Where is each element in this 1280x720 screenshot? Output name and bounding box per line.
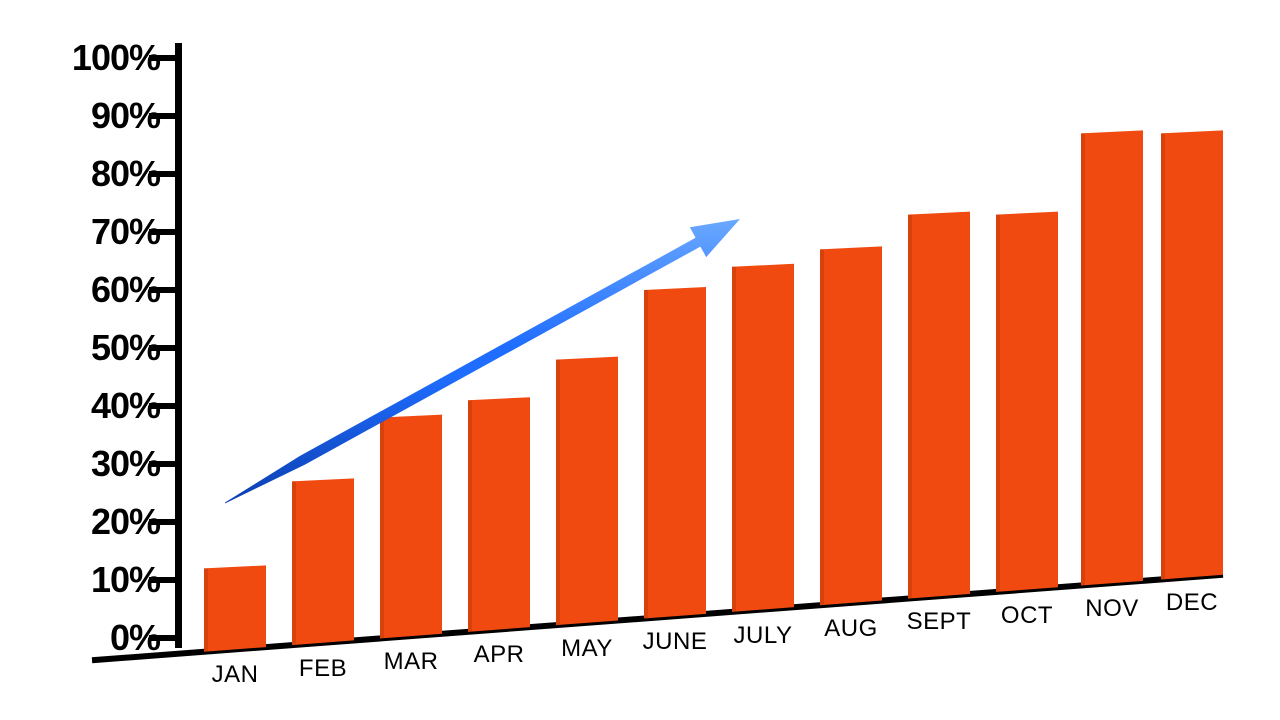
x-category-label: JULY bbox=[734, 622, 793, 650]
bar-shadow bbox=[1161, 133, 1165, 579]
y-tick-label: 0% bbox=[110, 617, 160, 659]
bar bbox=[996, 212, 1058, 592]
bar-shadow bbox=[204, 568, 208, 651]
bar bbox=[908, 212, 970, 599]
bar-shadow bbox=[732, 267, 736, 612]
bar-shadow bbox=[380, 418, 384, 639]
bar-shadow bbox=[996, 215, 1000, 592]
x-category-label: NOV bbox=[1085, 595, 1139, 623]
y-tick-label: 20% bbox=[91, 501, 160, 543]
bar-shadow bbox=[908, 215, 912, 599]
y-tick-label: 50% bbox=[91, 327, 160, 369]
bar-shadow bbox=[292, 481, 296, 645]
monthly-growth-bar-chart: 0% 10% 20% 30% 40% 50% 60% 70% 80% 90% 100% JAN FEB M… bbox=[0, 0, 1280, 720]
bar bbox=[204, 565, 266, 651]
bar-shadow bbox=[556, 360, 560, 626]
bar bbox=[556, 357, 618, 626]
y-tick-label: 90% bbox=[91, 95, 160, 137]
x-category-label: JUNE bbox=[643, 628, 708, 656]
bar-shadow bbox=[1081, 133, 1085, 585]
x-category-label: DEC bbox=[1166, 589, 1218, 617]
bar bbox=[1081, 130, 1143, 585]
x-category-label: OCT bbox=[1001, 602, 1053, 630]
x-category-label: MAY bbox=[561, 635, 613, 663]
bar-shadow bbox=[468, 400, 472, 632]
y-tick-label: 10% bbox=[91, 559, 160, 601]
y-tick-label: 80% bbox=[91, 153, 160, 195]
x-category-label: AUG bbox=[824, 615, 878, 643]
y-tick-label: 100% bbox=[72, 37, 160, 79]
bar bbox=[644, 287, 706, 619]
y-tick-label: 30% bbox=[91, 443, 160, 485]
x-category-label: MAR bbox=[384, 648, 439, 676]
trend-arrow-icon bbox=[225, 219, 740, 503]
bar bbox=[292, 478, 354, 645]
y-tick-label: 60% bbox=[91, 269, 160, 311]
x-category-label: APR bbox=[474, 641, 525, 669]
bar-shadow bbox=[644, 290, 648, 619]
bar bbox=[820, 246, 882, 605]
bar bbox=[380, 415, 442, 639]
bar bbox=[1161, 130, 1223, 579]
bar-shadow bbox=[820, 249, 824, 605]
x-category-label: FEB bbox=[299, 655, 347, 683]
x-category-label: SEPT bbox=[907, 608, 972, 636]
y-tick-label: 40% bbox=[91, 385, 160, 427]
bar bbox=[732, 264, 794, 612]
y-tick-label: 70% bbox=[91, 211, 160, 253]
bar bbox=[468, 397, 530, 632]
x-category-label: JAN bbox=[212, 661, 259, 689]
